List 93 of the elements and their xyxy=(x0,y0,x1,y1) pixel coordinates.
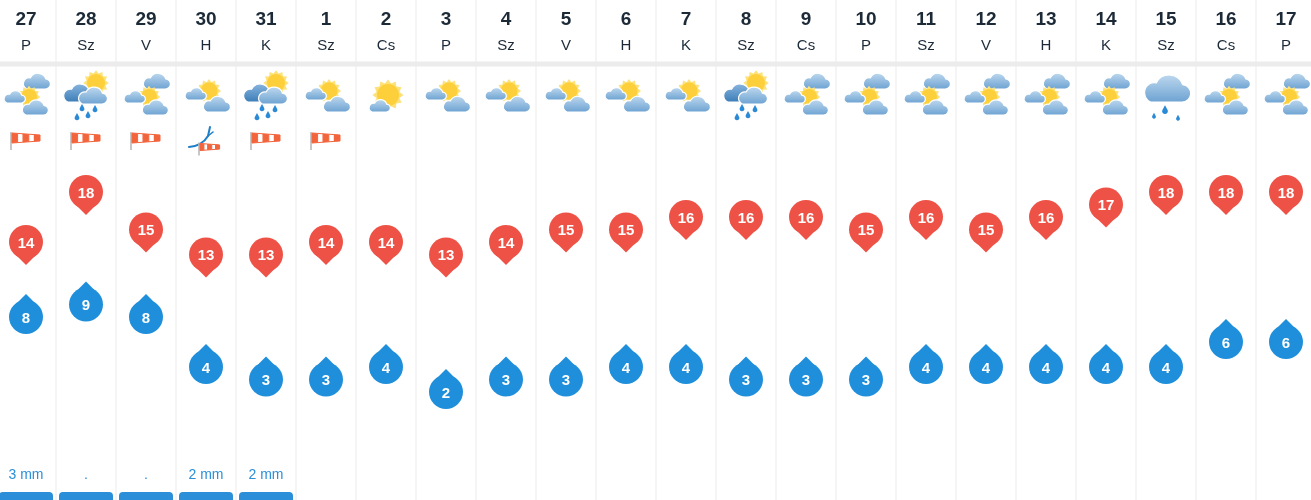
x-tick-label: 14 K xyxy=(1095,8,1117,53)
data-label: 4 xyxy=(921,358,931,376)
point xyxy=(1089,350,1123,384)
data-label: 18 xyxy=(77,183,95,201)
data-label: 4 xyxy=(1101,358,1111,376)
point xyxy=(849,362,883,397)
data-label: 15 xyxy=(977,221,995,238)
x-tick-label: 12 V xyxy=(975,8,997,53)
x-tick-label: 1 Sz xyxy=(317,8,335,53)
point xyxy=(189,350,223,384)
data-label: 13 xyxy=(197,246,215,263)
data-label: 4 xyxy=(621,358,631,376)
data-label: 16 xyxy=(797,208,815,226)
x-tick-label: 27 P xyxy=(15,8,37,53)
text: 2 mm xyxy=(248,466,284,482)
data-label: 15 xyxy=(617,221,635,238)
point xyxy=(309,362,343,397)
point xyxy=(1269,325,1303,359)
data-label: 15 xyxy=(557,221,575,238)
x-tick-label: 13 H xyxy=(1035,8,1057,53)
point xyxy=(909,350,943,384)
x-tick-label: 4 Sz xyxy=(497,8,515,53)
point xyxy=(549,362,583,397)
data-label: 13 xyxy=(437,246,455,263)
data-label: 16 xyxy=(677,208,695,226)
data-label: 3 xyxy=(861,371,871,388)
data-label: 18 xyxy=(1217,183,1235,201)
x-tick-label: 5 V xyxy=(560,8,572,53)
data-label: 6 xyxy=(1281,333,1291,351)
data-label: 18 xyxy=(1277,183,1295,201)
data-label: 16 xyxy=(737,208,755,226)
x-tick-label: 28 Sz xyxy=(75,8,97,53)
x-tick-label: 16 Cs xyxy=(1215,8,1237,53)
x-tick-label: 6 H xyxy=(620,8,632,53)
point xyxy=(249,362,283,397)
data-label: 3 xyxy=(561,371,571,388)
data-label: 3 xyxy=(261,371,271,388)
data-label: 4 xyxy=(981,358,991,376)
x-tick-label: 7 K xyxy=(680,8,692,53)
point xyxy=(129,300,163,334)
data-label: 4 xyxy=(381,358,391,376)
point xyxy=(789,362,823,397)
data-label: 14 xyxy=(317,233,335,251)
data-label: 6 xyxy=(1221,333,1231,351)
data-label: 14 xyxy=(17,233,35,251)
data-label: 9 xyxy=(81,296,91,313)
point xyxy=(1209,325,1243,359)
x-tick-label: 8 Sz xyxy=(737,8,755,53)
data-label: 13 xyxy=(257,246,275,263)
data-label: 3 xyxy=(801,371,811,388)
x-tick-label: 10 P xyxy=(855,8,877,53)
text: 2 mm xyxy=(188,466,224,482)
text: . xyxy=(84,466,88,482)
point xyxy=(489,362,523,397)
point xyxy=(429,375,463,409)
data-label: 18 xyxy=(1157,183,1175,201)
data-label: 14 xyxy=(377,233,395,251)
x-tick-label: 30 H xyxy=(195,8,217,53)
x-tick-label: 17 P xyxy=(1275,8,1297,53)
text: . xyxy=(144,466,148,482)
data-label: 4 xyxy=(1041,358,1051,376)
point xyxy=(1029,350,1063,384)
point xyxy=(9,300,43,334)
x-tick-label: 15 Sz xyxy=(1155,8,1177,53)
data-label: 16 xyxy=(1037,208,1055,226)
x-tick-label: 2 Cs xyxy=(376,8,396,53)
data-label: 14 xyxy=(497,233,515,251)
data-label: 4 xyxy=(681,358,691,376)
x-tick-label: 9 Cs xyxy=(796,8,816,53)
x-tick-label: 31 K xyxy=(255,8,277,53)
data-label: 15 xyxy=(137,221,155,238)
x-tick-label: 29 V xyxy=(135,8,157,53)
data-label: 3 xyxy=(741,371,751,388)
point xyxy=(669,350,703,384)
data-label: 4 xyxy=(201,358,211,376)
data-label: 15 xyxy=(857,221,875,238)
data-label: 8 xyxy=(141,308,151,326)
point xyxy=(1149,350,1183,384)
data-label: 8 xyxy=(21,308,31,326)
point xyxy=(969,350,1003,384)
data-label: 16 xyxy=(917,208,935,226)
point xyxy=(69,287,103,322)
data-label: 3 xyxy=(501,371,511,388)
text: 3 mm xyxy=(8,466,44,482)
x-tick-label: 3 P xyxy=(440,8,452,53)
point xyxy=(369,350,403,384)
data-label: 17 xyxy=(1097,196,1115,213)
point xyxy=(609,350,643,384)
data-label: 4 xyxy=(1161,358,1171,376)
data-label: 2 xyxy=(441,383,451,401)
data-label: 3 xyxy=(321,371,331,388)
x-tick-label: 11 Sz xyxy=(915,8,937,53)
point xyxy=(729,362,763,397)
